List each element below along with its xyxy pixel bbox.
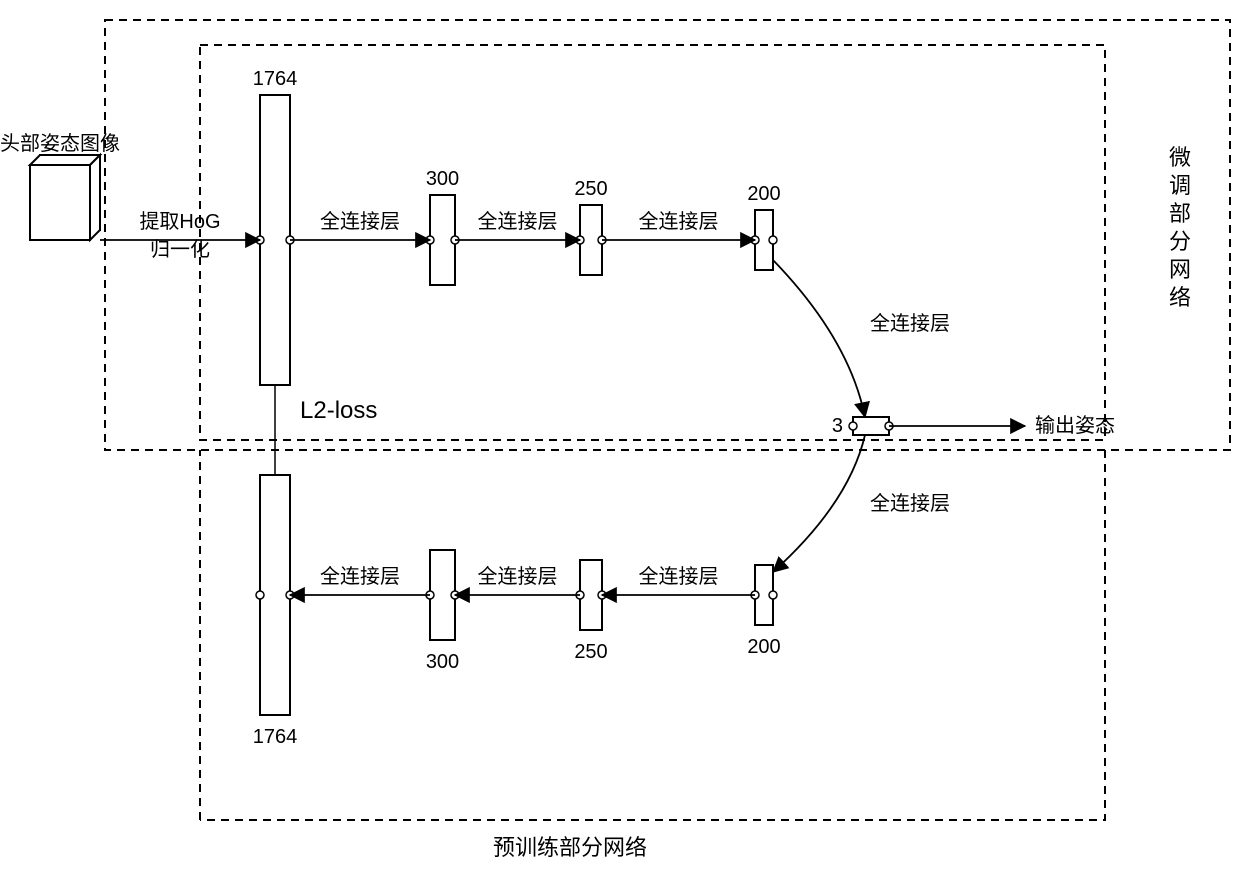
input-image-top: [30, 155, 100, 165]
layer-label: 300: [426, 651, 459, 673]
l2-label: L2-loss: [300, 397, 377, 424]
edge-label: 全连接层: [478, 210, 558, 233]
layer-label: 250: [574, 641, 607, 663]
edge-label: 全连接层: [639, 565, 719, 588]
layer-label: 250: [574, 178, 607, 200]
layer-label: 200: [747, 636, 780, 658]
edge-label: 输出姿态: [1035, 414, 1115, 437]
right-vertical-label-char: 络: [1169, 285, 1191, 310]
right-vertical-label-char: 部: [1169, 201, 1191, 226]
input-image-front: [30, 165, 90, 240]
layer-label: 1764: [253, 726, 298, 748]
network-diagram: 176430025020032002503001764提取HoG归一化全连接层全…: [0, 0, 1240, 870]
layer-label: 200: [747, 183, 780, 205]
region-pretrain: [200, 450, 1105, 820]
port: [849, 422, 857, 430]
port: [769, 236, 777, 244]
layer-label: 1764: [253, 68, 298, 90]
edge: [773, 435, 865, 572]
right-vertical-label-char: 网: [1169, 257, 1191, 282]
edge-label: 全连接层: [320, 565, 400, 588]
edge-label: 全连接层: [639, 210, 719, 233]
layer-label: 300: [426, 168, 459, 190]
edge-label: 提取HoG: [139, 210, 220, 233]
right-vertical-label-char: 调: [1169, 173, 1191, 198]
edge-label: 归一化: [150, 238, 210, 261]
port: [769, 591, 777, 599]
input-image-side: [90, 155, 100, 240]
edge-label: 全连接层: [478, 565, 558, 588]
port: [256, 591, 264, 599]
bottom-label: 预训练部分网络: [493, 835, 647, 860]
input-title: 头部姿态图像: [0, 132, 120, 155]
layer-label: 3: [832, 415, 843, 437]
edge-label: 全连接层: [870, 492, 950, 515]
edge-label: 全连接层: [320, 210, 400, 233]
edge: [773, 260, 865, 417]
right-vertical-label-char: 微: [1169, 145, 1191, 170]
region-inner-top: [200, 45, 1105, 440]
right-vertical-label-char: 分: [1169, 229, 1191, 254]
edge-label: 全连接层: [870, 312, 950, 335]
layer-n3: [853, 417, 889, 435]
